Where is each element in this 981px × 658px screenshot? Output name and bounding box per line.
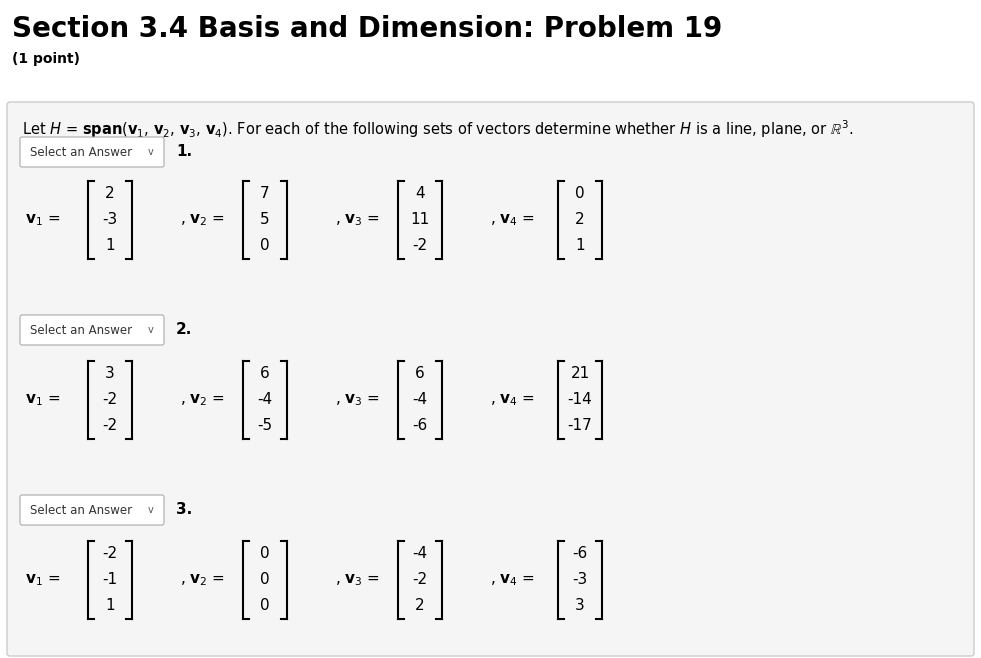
- Text: , $\mathbf{v}_2$ =: , $\mathbf{v}_2$ =: [180, 572, 225, 588]
- Text: -2: -2: [102, 547, 118, 561]
- Text: 3: 3: [105, 367, 115, 382]
- Text: -6: -6: [572, 547, 588, 561]
- Text: 3.: 3.: [176, 503, 192, 517]
- Text: 1: 1: [575, 238, 585, 253]
- Text: -4: -4: [412, 547, 428, 561]
- Text: 5: 5: [260, 213, 270, 228]
- Text: 6: 6: [260, 367, 270, 382]
- Text: 6: 6: [415, 367, 425, 382]
- Text: , $\mathbf{v}_4$ =: , $\mathbf{v}_4$ =: [490, 572, 535, 588]
- Text: -2: -2: [102, 418, 118, 434]
- Text: 0: 0: [260, 572, 270, 588]
- Text: 3: 3: [575, 599, 585, 613]
- Text: , $\mathbf{v}_4$ =: , $\mathbf{v}_4$ =: [490, 212, 535, 228]
- Text: Select an Answer: Select an Answer: [30, 324, 132, 336]
- Text: (1 point): (1 point): [12, 52, 80, 66]
- Text: $\mathbf{v}_1$ =: $\mathbf{v}_1$ =: [25, 392, 60, 408]
- Text: 0: 0: [260, 238, 270, 253]
- Text: 0: 0: [260, 599, 270, 613]
- FancyBboxPatch shape: [7, 102, 974, 656]
- Text: v: v: [148, 147, 154, 157]
- Text: 2.: 2.: [176, 322, 192, 338]
- Text: v: v: [148, 505, 154, 515]
- FancyBboxPatch shape: [20, 137, 164, 167]
- Text: -2: -2: [412, 238, 428, 253]
- Text: -3: -3: [572, 572, 588, 588]
- Text: , $\mathbf{v}_2$ =: , $\mathbf{v}_2$ =: [180, 392, 225, 408]
- Text: Select an Answer: Select an Answer: [30, 503, 132, 517]
- Text: 1.: 1.: [176, 145, 192, 159]
- Text: 21: 21: [570, 367, 590, 382]
- Text: -17: -17: [568, 418, 593, 434]
- Text: , $\mathbf{v}_3$ =: , $\mathbf{v}_3$ =: [335, 392, 380, 408]
- Text: 7: 7: [260, 186, 270, 201]
- Text: 0: 0: [260, 547, 270, 561]
- Text: -5: -5: [257, 418, 273, 434]
- Text: -6: -6: [412, 418, 428, 434]
- Text: , $\mathbf{v}_4$ =: , $\mathbf{v}_4$ =: [490, 392, 535, 408]
- Text: -4: -4: [257, 393, 273, 407]
- Text: $\mathbf{v}_1$ =: $\mathbf{v}_1$ =: [25, 572, 60, 588]
- Text: v: v: [148, 325, 154, 335]
- Text: , $\mathbf{v}_3$ =: , $\mathbf{v}_3$ =: [335, 572, 380, 588]
- Text: Section 3.4 Basis and Dimension: Problem 19: Section 3.4 Basis and Dimension: Problem…: [12, 15, 722, 43]
- FancyBboxPatch shape: [20, 495, 164, 525]
- Text: 0: 0: [575, 186, 585, 201]
- Text: 2: 2: [415, 599, 425, 613]
- FancyBboxPatch shape: [20, 315, 164, 345]
- Text: -4: -4: [412, 393, 428, 407]
- Text: , $\mathbf{v}_3$ =: , $\mathbf{v}_3$ =: [335, 212, 380, 228]
- Text: 1: 1: [105, 238, 115, 253]
- Text: 2: 2: [105, 186, 115, 201]
- Text: -14: -14: [568, 393, 593, 407]
- Text: -2: -2: [412, 572, 428, 588]
- Text: 2: 2: [575, 213, 585, 228]
- Text: 11: 11: [410, 213, 430, 228]
- Text: 1: 1: [105, 599, 115, 613]
- Text: 4: 4: [415, 186, 425, 201]
- Text: $\mathbf{v}_1$ =: $\mathbf{v}_1$ =: [25, 212, 60, 228]
- Text: -1: -1: [102, 572, 118, 588]
- Text: Select an Answer: Select an Answer: [30, 145, 132, 159]
- Text: , $\mathbf{v}_2$ =: , $\mathbf{v}_2$ =: [180, 212, 225, 228]
- Text: -3: -3: [102, 213, 118, 228]
- Text: -2: -2: [102, 393, 118, 407]
- Text: Let $\mathit{H}$ = $\mathbf{span}$($\mathbf{v}_1$, $\mathbf{v}_2$, $\mathbf{v}_3: Let $\mathit{H}$ = $\mathbf{span}$($\mat…: [22, 118, 853, 139]
